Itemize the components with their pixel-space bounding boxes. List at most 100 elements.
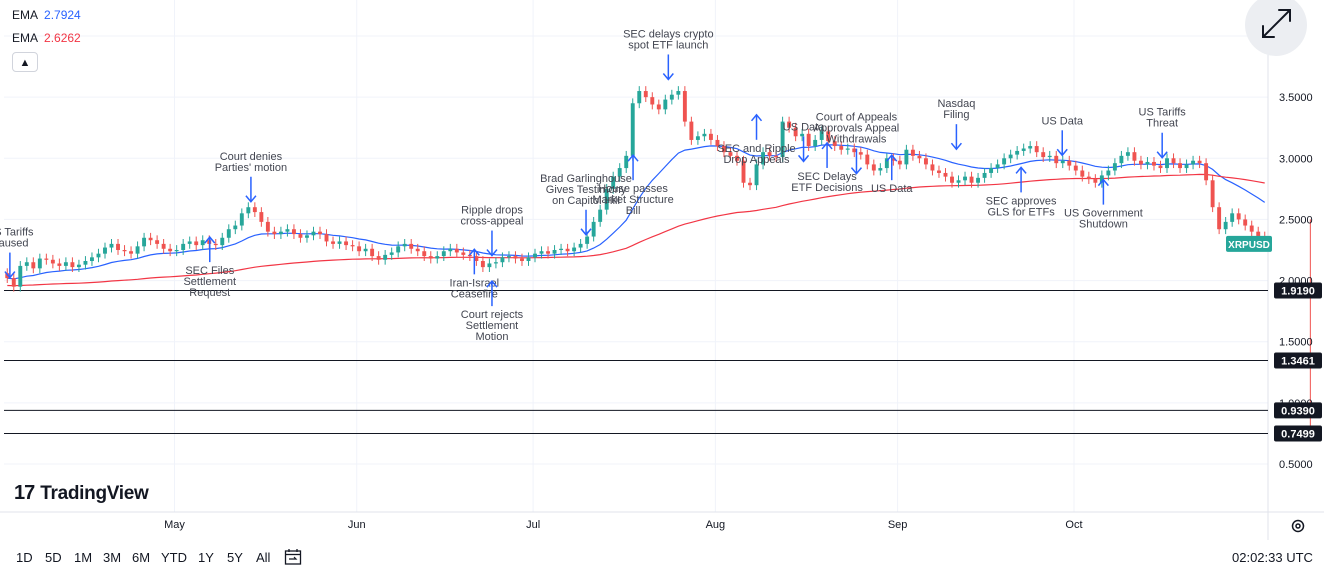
candle-body <box>1041 152 1046 158</box>
candle-body <box>513 256 518 259</box>
range-button-1d[interactable]: 1D <box>16 550 33 565</box>
candle-body <box>148 237 153 241</box>
range-button-ytd[interactable]: YTD <box>161 550 187 565</box>
time-tick-label: Aug <box>706 519 726 531</box>
candle-body <box>1230 213 1235 222</box>
event-label: US Government Shutdown <box>1064 208 1143 231</box>
candle-body <box>311 231 316 236</box>
candle-body <box>291 229 296 235</box>
candle-body <box>552 250 557 254</box>
candle-body <box>598 209 603 222</box>
candle-body <box>70 262 75 268</box>
candle-body <box>409 243 414 249</box>
expand-icon <box>1262 9 1291 38</box>
candle-body <box>90 257 94 262</box>
candle-body <box>585 236 590 244</box>
utc-clock[interactable]: 02:02:33 UTC <box>1232 550 1313 565</box>
event-arrowhead <box>580 228 592 236</box>
fullscreen-button[interactable] <box>1245 0 1307 56</box>
symbol-badge <box>1226 235 1272 252</box>
candle-body <box>441 251 446 257</box>
event-annotations: US TariffsPaused SEC FilesSettlementReque… <box>0 28 1186 343</box>
range-button-5d[interactable]: 5D <box>45 550 62 565</box>
candle-body <box>897 160 902 165</box>
event-arrowhead <box>1056 148 1068 157</box>
event-arrowhead <box>662 72 674 81</box>
candle-body <box>1152 161 1156 166</box>
candle-body <box>383 254 388 260</box>
event-label: Court denies Parties' motion <box>215 151 287 174</box>
candle-body <box>454 248 459 253</box>
candle-body <box>1138 160 1143 165</box>
candle-body <box>200 240 205 246</box>
candle-body <box>220 237 225 246</box>
price-tick-label: 2.5000 <box>1279 214 1313 226</box>
candle-body <box>402 243 407 247</box>
candle-body <box>767 152 772 156</box>
candle-body <box>1191 160 1196 165</box>
candle-body <box>741 160 746 183</box>
candle-body <box>174 250 179 252</box>
candle-body <box>624 155 629 169</box>
legend-ema-fast[interactable]: EMA 2.7924 <box>12 8 81 22</box>
candle-body <box>1008 154 1013 159</box>
candle-body <box>969 176 974 183</box>
candle-body <box>461 252 466 255</box>
candle-body <box>689 121 694 140</box>
candle-body <box>663 99 668 110</box>
event-arrowhead <box>627 153 639 162</box>
candle-body <box>213 243 218 246</box>
collapse-legend-button[interactable]: ▲ <box>12 52 38 72</box>
candle-body <box>1217 207 1222 230</box>
candle-body <box>923 158 928 165</box>
candle-body <box>845 148 850 150</box>
gear-icon[interactable] <box>1290 518 1306 534</box>
range-button-3m[interactable]: 3M <box>103 550 122 565</box>
range-button-all[interactable]: All <box>256 550 271 565</box>
candle-body <box>774 155 779 158</box>
candle-body <box>904 149 909 165</box>
candle-body <box>865 154 870 165</box>
range-button-6m[interactable]: 6M <box>132 550 151 565</box>
price-tick-label: 0.5000 <box>1279 459 1313 471</box>
symbol-label: XRPUSD <box>1228 240 1270 251</box>
candle-body <box>37 258 42 269</box>
candle-body <box>44 258 49 260</box>
time-axis[interactable]: May Jun Jul Aug Sep Oct <box>164 519 1082 531</box>
candle-body <box>298 234 303 238</box>
candle-body <box>1073 165 1078 171</box>
candle-body <box>422 251 427 257</box>
candle-body <box>103 247 107 254</box>
candle-body <box>1145 161 1150 165</box>
candle-body <box>1125 152 1130 156</box>
event-arrowhead <box>821 141 833 150</box>
candle-body <box>63 262 68 266</box>
candle-body <box>1093 179 1098 183</box>
price-level-badge <box>1274 425 1322 442</box>
candle-body <box>539 251 544 254</box>
range-button-5y[interactable]: 5Y <box>227 550 243 565</box>
candle-body <box>168 248 173 252</box>
candle-body <box>976 177 981 183</box>
price-level-label: 0.9390 <box>1281 405 1315 417</box>
price-level-label: 0.7499 <box>1281 428 1315 440</box>
candle-body <box>135 246 140 254</box>
candle-body <box>858 152 863 155</box>
candle-body <box>852 148 857 153</box>
event-arrowhead <box>1015 166 1027 174</box>
candle-body <box>272 231 277 235</box>
candle-body <box>793 127 798 137</box>
candle-body <box>50 259 55 264</box>
range-button-1m[interactable]: 1M <box>74 550 93 565</box>
candle-body <box>259 212 264 222</box>
candle-body <box>937 170 941 173</box>
candle-body <box>950 176 954 183</box>
candle-body <box>331 241 335 244</box>
candle-body <box>611 176 616 189</box>
range-button-1y[interactable]: 1Y <box>198 550 214 565</box>
candle-body <box>1119 155 1124 164</box>
calendar-icon[interactable] <box>284 548 302 566</box>
candle-body <box>1256 231 1261 237</box>
legend-ema-slow[interactable]: EMA 2.6262 <box>12 31 81 45</box>
